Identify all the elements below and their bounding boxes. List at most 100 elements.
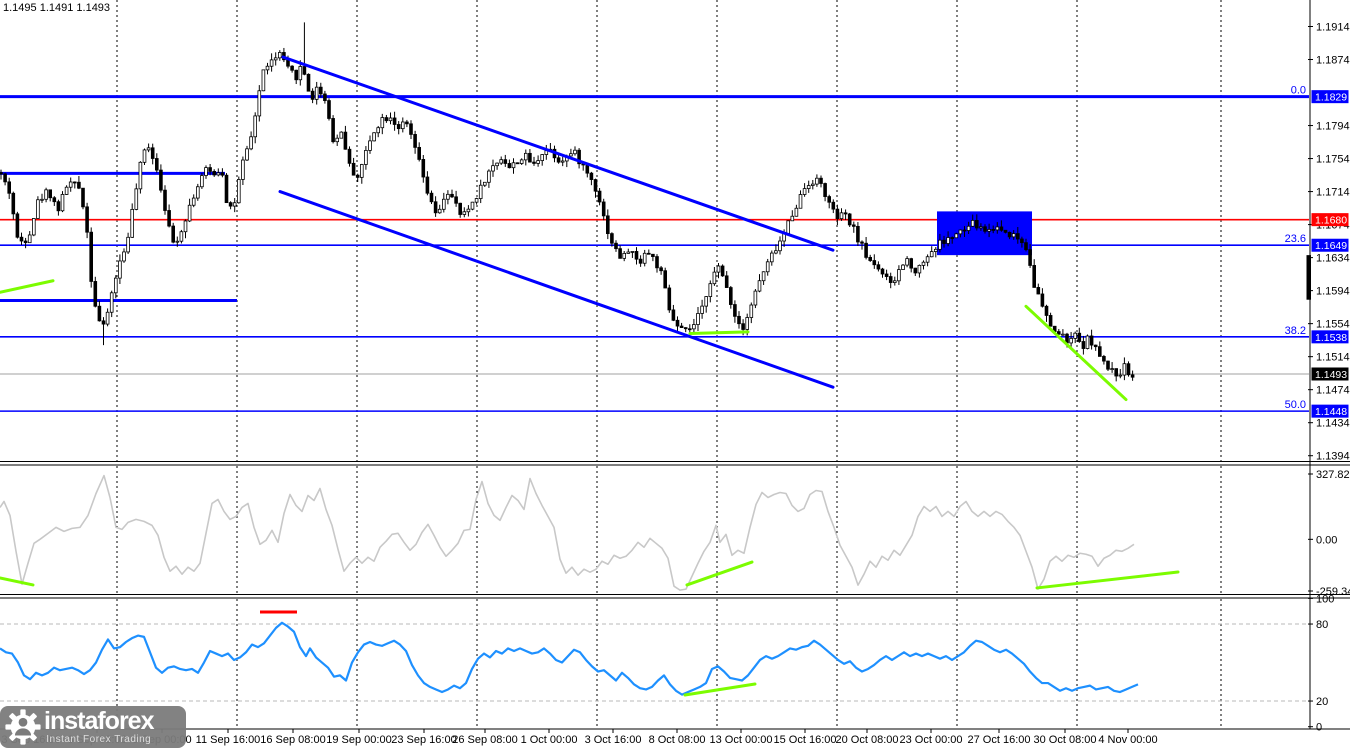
candle-bear xyxy=(454,196,458,204)
candle-bear xyxy=(347,148,352,164)
green-trendline[interactable] xyxy=(688,330,750,336)
descending-trendline[interactable] xyxy=(278,190,835,389)
candle-bear xyxy=(81,187,85,208)
candle-bear xyxy=(1036,287,1041,295)
rsi-axis-label: 100 xyxy=(1316,593,1334,605)
candle-bull xyxy=(44,189,48,200)
candle-bear xyxy=(1028,249,1032,266)
price-tag-text: 1.1829 xyxy=(1315,92,1347,104)
candle-bear xyxy=(77,181,81,189)
candle-bear xyxy=(159,169,163,191)
candle-bear xyxy=(741,323,745,330)
rsi-green-trendline[interactable] xyxy=(683,682,757,697)
candle-bull xyxy=(200,175,204,188)
descending-trendline[interactable] xyxy=(281,55,835,252)
candle-bear xyxy=(847,213,852,226)
cci-green-trendline[interactable] xyxy=(685,560,754,587)
candle-bull xyxy=(802,188,807,195)
candle-bear xyxy=(171,225,176,243)
candle-bull xyxy=(64,186,69,195)
candle-bear xyxy=(831,201,836,210)
instaforex-gear-icon xyxy=(5,709,41,745)
candle-bear xyxy=(150,147,155,159)
candle-bear xyxy=(224,174,229,204)
candle-bull xyxy=(142,149,147,163)
candle-bull xyxy=(696,313,700,325)
candle-bear xyxy=(392,117,397,125)
candle-bull xyxy=(745,317,749,330)
candle-bull xyxy=(929,251,934,258)
candle-bear xyxy=(864,242,868,258)
green-trendline[interactable] xyxy=(0,279,55,294)
candle-bull xyxy=(478,184,483,199)
candle-bull xyxy=(511,162,516,169)
candle-bear xyxy=(3,173,7,183)
candle-bull xyxy=(491,165,495,172)
candlestick-series xyxy=(0,22,1135,382)
candle-bear xyxy=(1016,233,1020,240)
candle-bear xyxy=(1130,374,1135,378)
candle-bull xyxy=(204,167,208,176)
candle-bear xyxy=(823,183,827,197)
candle-bull xyxy=(1073,332,1078,339)
price-axis[interactable]: 1.19141.18741.17941.17541.17141.16741.16… xyxy=(1285,22,1350,734)
candle-bear xyxy=(729,287,733,305)
candle-bull xyxy=(126,236,130,253)
candle-bear xyxy=(212,171,217,176)
candle-bear xyxy=(733,304,737,317)
candle-bear xyxy=(1003,229,1008,233)
time-axis-label: 19 Sep 00:00 xyxy=(326,734,391,746)
candle-bear xyxy=(888,276,893,283)
candle-bear xyxy=(679,325,684,329)
candle-bull xyxy=(241,159,245,180)
time-axis-label: 11 Sep 16:00 xyxy=(196,734,261,746)
candle-bear xyxy=(503,159,508,164)
candle-bear xyxy=(913,267,918,274)
cci-indicator-panel xyxy=(0,474,1180,591)
candle-bear xyxy=(601,201,606,217)
candle-bull xyxy=(540,154,544,161)
candle-bear xyxy=(532,161,536,164)
candle-bear xyxy=(1081,341,1086,349)
price-axis-label: 1.1514 xyxy=(1316,352,1350,364)
candle-bear xyxy=(302,66,307,75)
candle-bull xyxy=(495,162,499,167)
candle-bull xyxy=(642,252,647,264)
candle-bull xyxy=(1061,333,1065,336)
candle-bear xyxy=(73,181,77,184)
candle-bear xyxy=(421,159,426,178)
candle-bull xyxy=(716,265,721,273)
candle-bear xyxy=(577,149,581,165)
candle-bull xyxy=(109,292,114,313)
candle-bear xyxy=(688,328,692,331)
candle-bull xyxy=(269,59,274,67)
price-tag-text: 1.1493 xyxy=(1315,369,1347,381)
candle-bull xyxy=(466,208,471,213)
green-trendline[interactable] xyxy=(1024,304,1128,402)
candle-bull xyxy=(798,194,803,209)
candle-bear xyxy=(85,206,89,233)
cci-green-trendline[interactable] xyxy=(0,576,35,587)
candle-bull xyxy=(573,149,577,155)
candle-bear xyxy=(167,210,171,227)
candle-bull xyxy=(40,198,44,201)
candle-bear xyxy=(1126,363,1131,376)
candle-bear xyxy=(429,192,434,203)
trendline-objects[interactable] xyxy=(0,55,1128,402)
price-tag xyxy=(1311,238,1349,252)
candle-bear xyxy=(306,73,311,92)
candle-bull xyxy=(118,260,122,279)
price-axis-label: 1.1874 xyxy=(1316,55,1350,67)
candle-bull xyxy=(708,283,713,297)
candle-bear xyxy=(528,152,532,163)
rsi-axis-label: 20 xyxy=(1316,696,1328,708)
time-axis-label: 26 Sep 08:00 xyxy=(452,734,517,746)
cci-green-trendline[interactable] xyxy=(1035,570,1180,590)
candle-bear xyxy=(154,158,159,171)
candle-bull xyxy=(905,258,909,266)
candle-bear xyxy=(56,201,61,212)
candle-bull xyxy=(958,229,963,235)
candle-bull xyxy=(236,179,241,204)
